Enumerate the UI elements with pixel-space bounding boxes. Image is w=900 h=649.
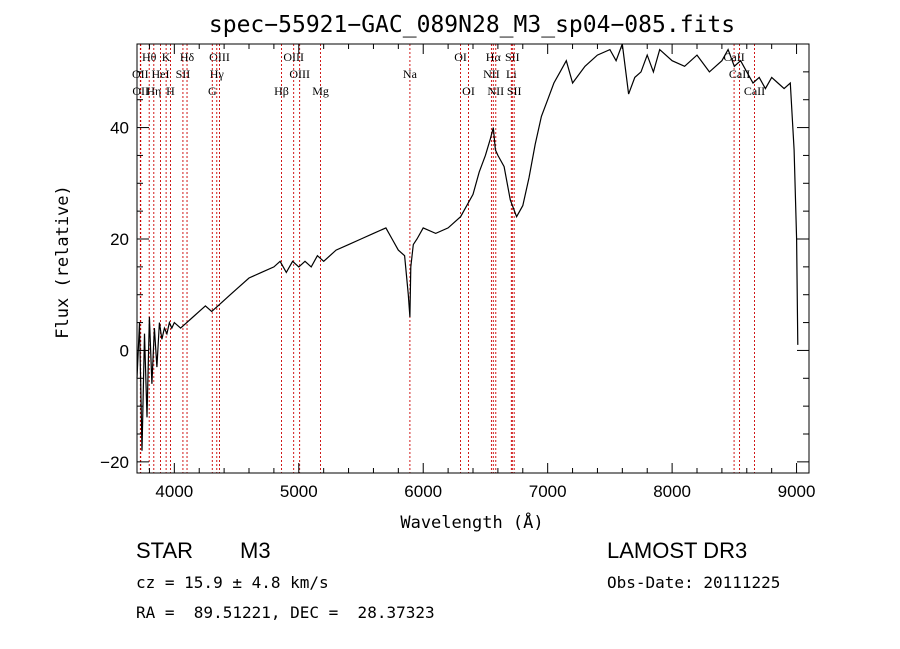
line-marker-label: Hθ bbox=[142, 50, 157, 64]
line-marker-label: Hδ bbox=[180, 50, 195, 64]
line-marker-label: Hα bbox=[486, 50, 502, 64]
x-tick-label: 7000 bbox=[529, 482, 567, 501]
line-marker-label: Hη bbox=[146, 84, 161, 98]
y-tick-label: −20 bbox=[100, 453, 129, 472]
y-tick-label: 20 bbox=[110, 230, 129, 249]
x-tick-label: 6000 bbox=[404, 482, 442, 501]
line-marker-label: OI bbox=[454, 50, 467, 64]
line-marker-label: SII bbox=[507, 84, 522, 98]
x-tick-label: 9000 bbox=[778, 482, 816, 501]
line-marker-label: Mg bbox=[312, 84, 329, 98]
line-marker-label: NII bbox=[487, 84, 504, 98]
cz-readout: cz = 15.9 ± 4.8 km/s bbox=[136, 573, 329, 592]
x-axis-label: Wavelength (Å) bbox=[400, 511, 543, 533]
line-marker-label: SII bbox=[505, 50, 520, 64]
line-marker-label: SII bbox=[176, 67, 191, 81]
object-class: STAR bbox=[136, 538, 194, 563]
line-marker-label: NII bbox=[483, 67, 500, 81]
axis-ticks: 4000 5000 6000 7000 8000 9000 −20 0 20 40 bbox=[100, 44, 815, 501]
survey-name: LAMOST DR3 bbox=[607, 538, 748, 563]
y-tick-label: 40 bbox=[110, 119, 129, 138]
line-marker-label: Hβ bbox=[274, 84, 289, 98]
line-marker-label: OI bbox=[462, 84, 475, 98]
line-marker-label: G bbox=[208, 84, 217, 98]
spectrum-line bbox=[136, 43, 799, 451]
line-marker-label: CaII bbox=[744, 84, 765, 98]
line-marker-label: Li bbox=[506, 67, 517, 81]
line-marker-label: HeI bbox=[152, 67, 170, 81]
x-tick-label: 8000 bbox=[653, 482, 691, 501]
line-marker-label: OIII bbox=[209, 50, 230, 64]
line-marker-label: CaII bbox=[729, 67, 750, 81]
radec-readout: RA = 89.51221, DEC = 28.37323 bbox=[136, 603, 435, 622]
y-axis-label: Flux (relative) bbox=[53, 185, 73, 339]
obs-date: Obs-Date: 20111225 bbox=[607, 573, 781, 592]
plot-frame bbox=[136, 43, 810, 474]
line-marker-label: Hγ bbox=[210, 67, 225, 81]
line-marker-label: K bbox=[162, 50, 171, 64]
y-tick-label: 0 bbox=[120, 341, 129, 360]
object-subclass: M3 bbox=[240, 538, 271, 563]
line-marker-label: Na bbox=[403, 67, 418, 81]
chart-title: spec−55921−GAC_089N28_M3_sp04−085.fits bbox=[209, 12, 735, 38]
line-marker-label: OIII bbox=[283, 50, 304, 64]
line-marker-label: OIII bbox=[289, 67, 310, 81]
x-tick-label: 5000 bbox=[280, 482, 318, 501]
line-marker-label: H bbox=[166, 84, 175, 98]
x-tick-label: 4000 bbox=[155, 482, 193, 501]
